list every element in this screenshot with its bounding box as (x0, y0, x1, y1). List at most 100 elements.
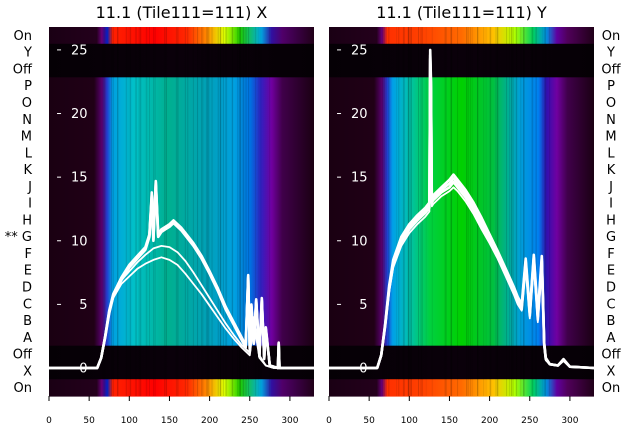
heatmap-streak (111, 27, 112, 396)
row-label: H (22, 213, 32, 228)
heatmap-row-p (329, 77, 594, 94)
row-label: Y (23, 46, 32, 61)
heatmap-row-k (329, 161, 594, 178)
heatmap-streak (506, 27, 507, 396)
heatmap-streak (165, 27, 166, 396)
y-tick-label: 0 (314, 362, 322, 377)
heatmap-row-b (49, 312, 314, 329)
row-label: X (23, 364, 32, 379)
y-tick-label: 15 (351, 171, 368, 186)
row-label: K (607, 163, 616, 178)
heatmap-streak (117, 27, 118, 396)
heatmap-row-a (49, 329, 314, 346)
row-label: On (602, 29, 620, 44)
heatmap-streak (404, 27, 405, 396)
row-label: L (607, 146, 615, 161)
heatmap-streak (470, 27, 471, 396)
heatmap-streak (177, 27, 178, 396)
row-label: C (23, 297, 32, 312)
x-tick-label: 100 (121, 416, 138, 426)
heatmap-row-e (329, 262, 594, 279)
heatmap-row-y (49, 44, 314, 61)
x-tick-label: 300 (281, 416, 298, 426)
x-tick-label: 0 (326, 416, 332, 426)
x-tick-label: 50 (363, 416, 375, 426)
heatmap-streak (201, 27, 202, 396)
heatmap-streak (138, 27, 139, 396)
row-label: On (14, 381, 32, 396)
heatmap-streak (497, 27, 498, 396)
x-tick-label: 300 (561, 416, 578, 426)
heatmap-streak (396, 27, 397, 396)
row-label: Off (13, 62, 33, 77)
heatmap-streak (206, 27, 207, 396)
row-label: On (14, 29, 32, 44)
row-label: J (27, 180, 32, 195)
heatmap-row-i (49, 195, 314, 212)
heatmap-streak (410, 27, 411, 396)
heatmap-row-m (329, 128, 594, 145)
heatmap-row-l (49, 144, 314, 161)
heatmap-streak (457, 27, 458, 396)
heatmap-streak (226, 27, 227, 396)
row-label: Off (601, 62, 621, 77)
heatmap-row-o (49, 94, 314, 111)
y-tick-label: 10 (314, 234, 331, 249)
heatmap-row-c (49, 295, 314, 312)
heatmap-streak (549, 27, 550, 396)
chart-title: 11.1 (Tile111=111) X (96, 3, 268, 22)
row-label: A (607, 331, 616, 346)
heatmap-row-f (49, 245, 314, 262)
y-tick-label: 25 (314, 43, 331, 58)
heatmap-streak (398, 27, 399, 396)
x-tick-label: 200 (201, 416, 218, 426)
heatmap-row-b (329, 312, 594, 329)
row-label: B (607, 314, 616, 329)
heatmap-streak (136, 27, 137, 396)
heatmap-streak (197, 27, 198, 396)
heatmap-row-d (49, 279, 314, 296)
heatmap-row-k (49, 161, 314, 178)
row-label: E (24, 264, 32, 279)
y-tick-label: 5 (314, 298, 322, 313)
heatmap-row-off (49, 61, 314, 78)
row-label: K (23, 163, 32, 178)
x-tick-label: 0 (46, 416, 52, 426)
heatmap-row-o (329, 94, 594, 111)
row-label: D (22, 280, 32, 295)
heatmap-row-n (49, 111, 314, 128)
heatmap-streak (139, 27, 140, 396)
heatmap-row-g (329, 228, 594, 245)
row-label: On (602, 381, 620, 396)
heatmap-streak (126, 27, 127, 396)
heatmap-streak (486, 27, 487, 396)
row-label: Y (606, 46, 615, 61)
heatmap-streak (207, 27, 208, 396)
heatmap-row-on (49, 379, 314, 396)
heatmap-streak (531, 27, 532, 396)
heatmap-streak (223, 27, 224, 396)
row-label: F (607, 247, 614, 262)
heatmap-streak (388, 27, 389, 396)
heatmap-row-d (329, 279, 594, 296)
heatmap-streak (130, 27, 131, 396)
heatmap-streak (164, 27, 165, 396)
heatmap-streak (135, 27, 136, 396)
heatmap-streak (483, 27, 484, 396)
heatmap-streak (535, 27, 536, 396)
heatmap-streak (446, 27, 447, 396)
heatmap-streak (520, 27, 521, 396)
heatmap-streak (451, 27, 452, 396)
heatmap-streak (489, 27, 490, 396)
x-tick-label: 150 (441, 416, 458, 426)
chart-title: 11.1 (Tile111=111) Y (376, 3, 547, 22)
row-label: E (607, 264, 615, 279)
heatmap-streak (512, 27, 513, 396)
panel-2: 11.1 (Tile111=111) YOnYOffPONMLKJIHGFEDC… (326, 3, 621, 426)
heatmap-streak (218, 27, 219, 396)
heatmap-row-off (329, 346, 594, 363)
row-label: X (607, 364, 616, 379)
heatmap-streak (403, 27, 404, 396)
row-label: N (22, 113, 32, 128)
